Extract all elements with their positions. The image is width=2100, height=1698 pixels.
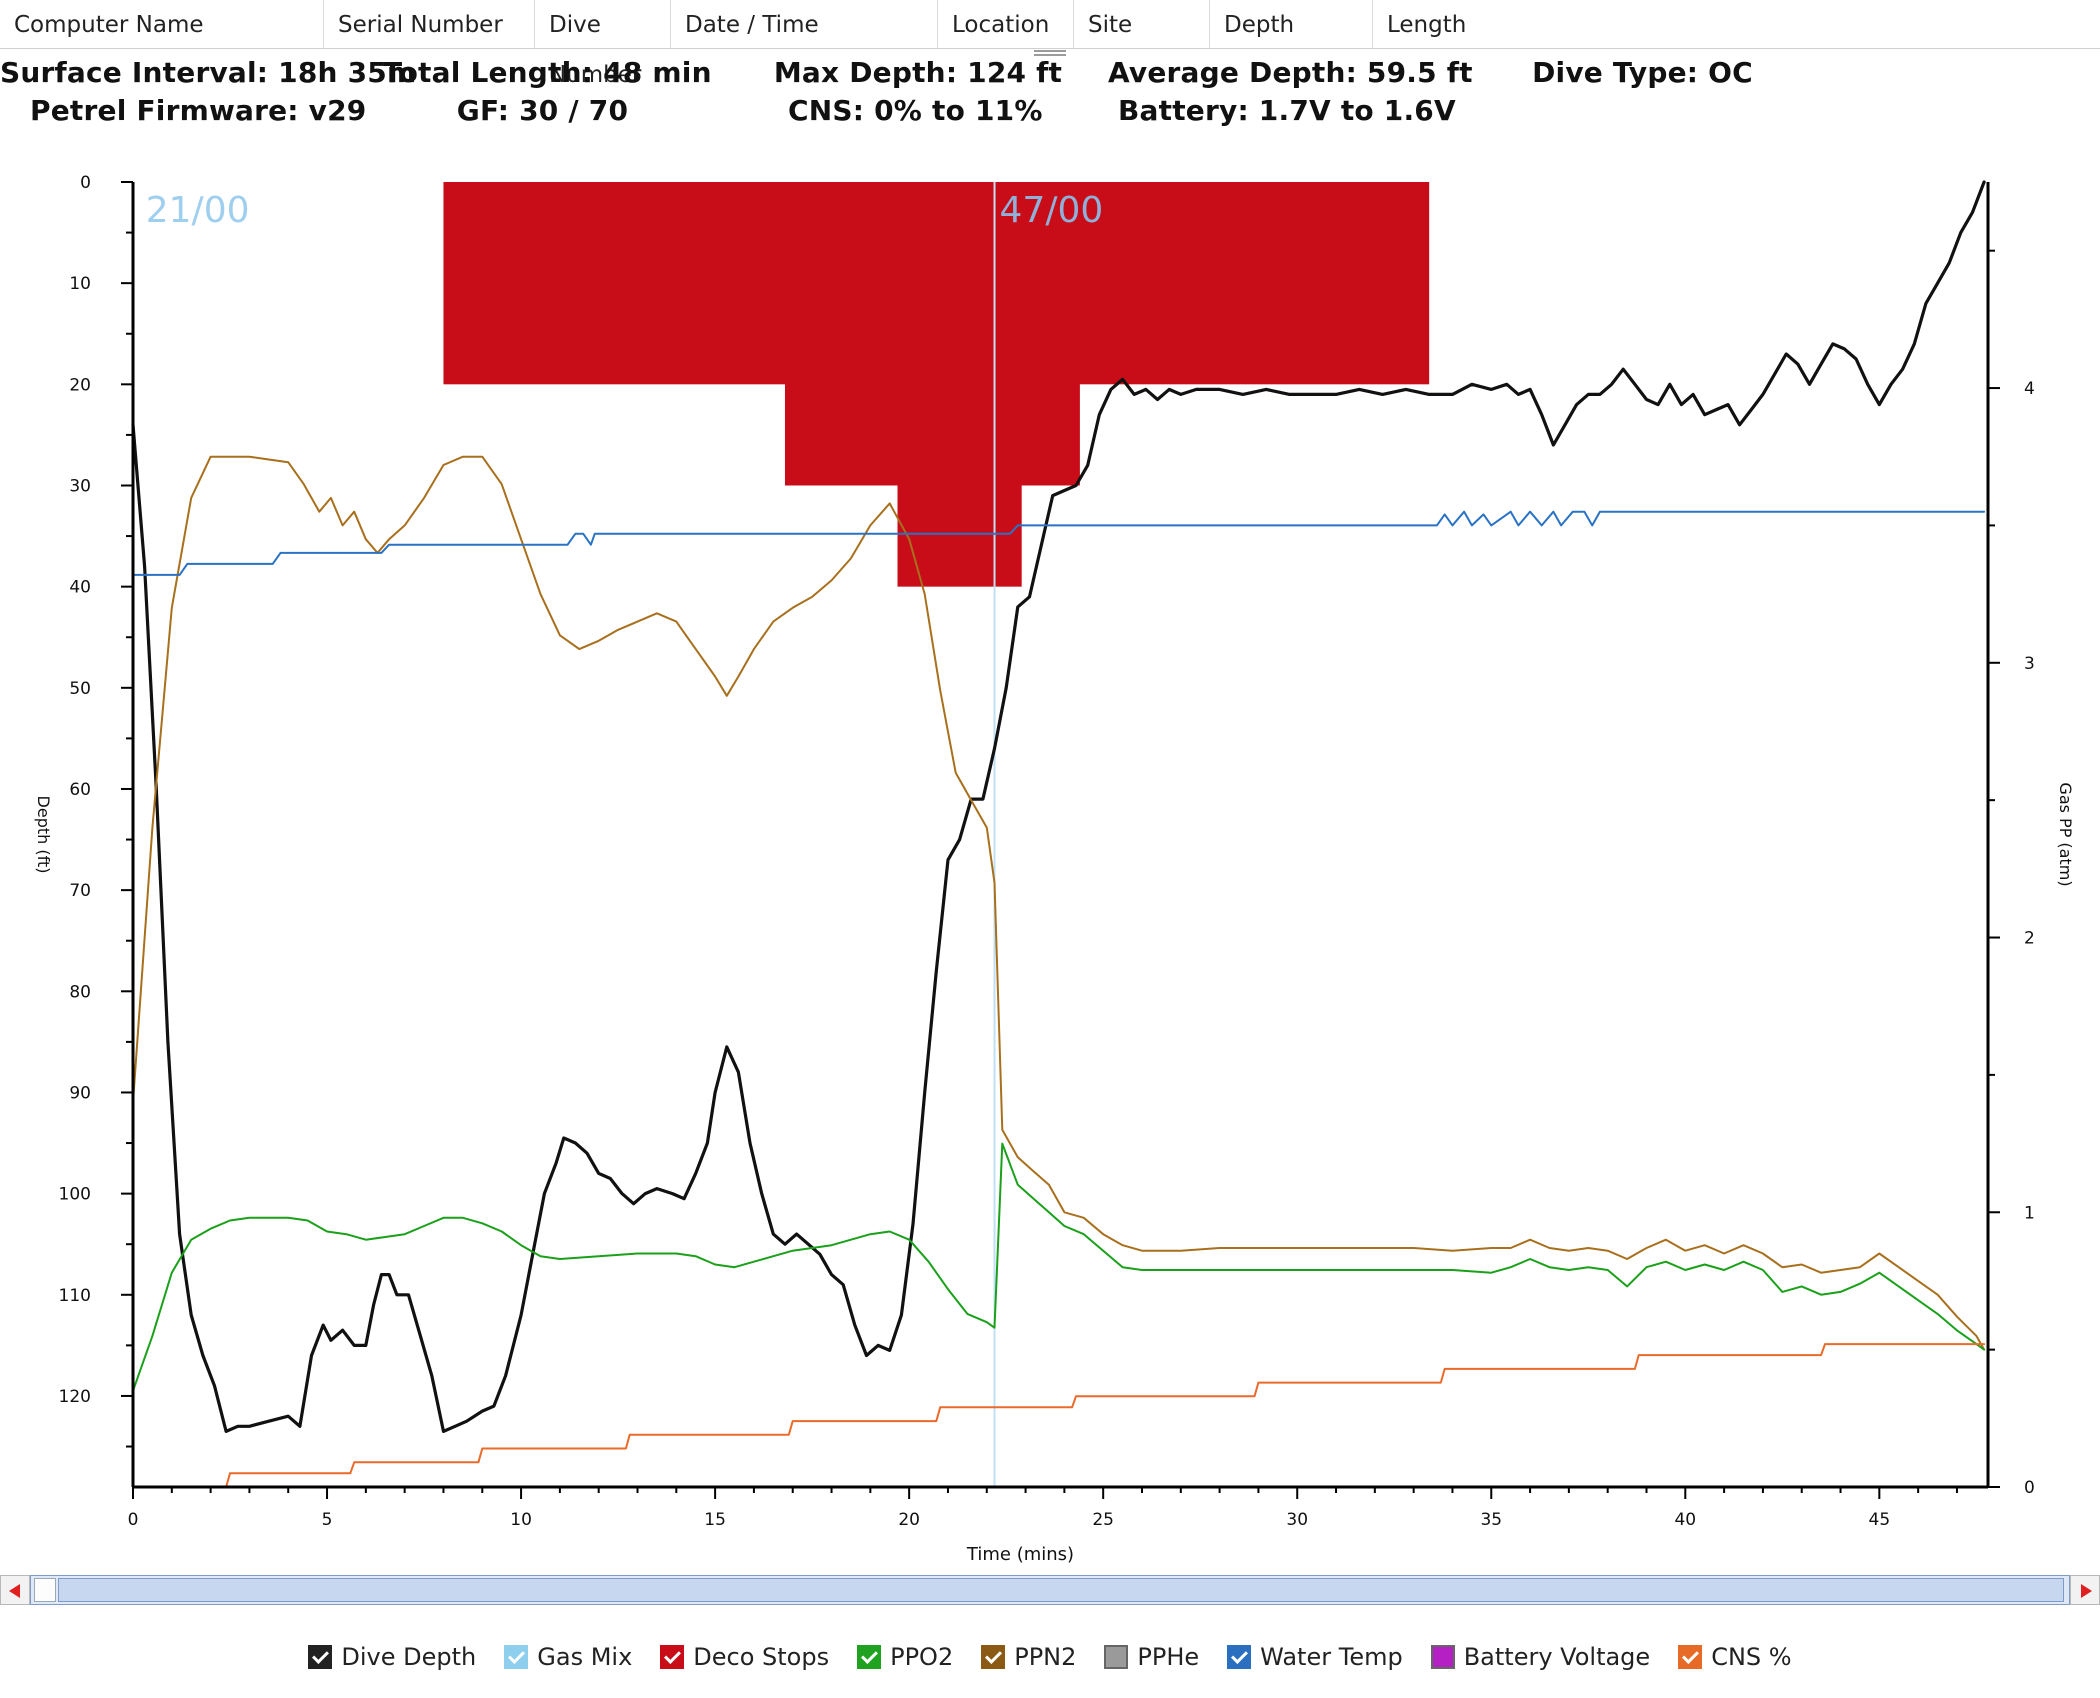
legend-label: Dive Depth bbox=[341, 1643, 477, 1671]
series-ppn2 bbox=[132, 455, 1986, 1351]
labels-layer: Time (mins)Depth (ft) Gas PP (atm)21/00 47… bbox=[34, 190, 2075, 1565]
cns-range: CNS: 0% to 11% bbox=[788, 94, 1043, 127]
depth-tick-label: 100 bbox=[59, 1185, 91, 1205]
deco-stops-layer bbox=[443, 182, 1430, 587]
depth-tick-label: 50 bbox=[69, 679, 91, 699]
scroll-right-arrow-icon[interactable] bbox=[2070, 1575, 2100, 1605]
legend-label: PPN2 bbox=[1014, 1643, 1077, 1671]
series-dive-depth bbox=[131, 180, 1986, 1434]
legend-item-ppn2[interactable]: PPN2 bbox=[981, 1643, 1076, 1671]
legend-label: CNS % bbox=[1711, 1643, 1792, 1671]
legend-label: PPHe bbox=[1137, 1643, 1200, 1671]
gaspp-tick-label: 3 bbox=[2024, 654, 2035, 674]
resize-grip-icon[interactable] bbox=[1034, 48, 1066, 60]
time-tick-label: 25 bbox=[1092, 1510, 1114, 1530]
time-tick-label: 5 bbox=[322, 1510, 333, 1530]
gaspp-tick-label: 1 bbox=[2024, 1203, 2035, 1223]
legend-item-ppo2[interactable]: PPO2 bbox=[857, 1643, 953, 1671]
scroll-thumb[interactable] bbox=[34, 1578, 56, 1602]
legend-item-cns[interactable]: CNS % bbox=[1678, 1643, 1792, 1671]
series-legend: Dive Depth Gas Mix Deco Stops PPO2 PPN2 PPHe W… bbox=[0, 1640, 2100, 1674]
legend-checkbox-icon[interactable] bbox=[504, 1645, 529, 1669]
column-length[interactable]: Length bbox=[1387, 12, 1467, 38]
legend-label: Water Temp bbox=[1260, 1643, 1403, 1671]
time-tick-label: 35 bbox=[1480, 1510, 1502, 1530]
legend-checkbox-icon[interactable] bbox=[1104, 1645, 1129, 1669]
time-tick-label: 45 bbox=[1869, 1510, 1891, 1530]
depth-tick-label: 30 bbox=[69, 476, 91, 496]
gaspp-tick-label: 2 bbox=[2024, 929, 2035, 949]
legend-checkbox-icon[interactable] bbox=[1678, 1645, 1703, 1669]
legend-checkbox-icon[interactable] bbox=[660, 1645, 685, 1669]
depth-tick-label: 40 bbox=[69, 578, 91, 598]
series-cns bbox=[225, 1343, 1986, 1488]
legend-checkbox-icon[interactable] bbox=[1430, 1645, 1455, 1669]
column-header-bar: Computer Name Serial Number Dive Number … bbox=[0, 0, 2100, 88]
time-tick-label: 40 bbox=[1674, 1510, 1696, 1530]
surface-interval: Surface Interval: 18h 35m bbox=[0, 56, 417, 89]
depth-tick-label: 120 bbox=[59, 1387, 91, 1407]
column-site[interactable]: Site bbox=[1074, 0, 1210, 48]
series-layer bbox=[131, 180, 1986, 1488]
dive-type: Dive Type: OC bbox=[1532, 56, 1753, 89]
scroll-left-arrow-icon[interactable] bbox=[0, 1575, 30, 1605]
column-date-time[interactable]: Date / Time bbox=[671, 0, 938, 48]
time-tick-label: 10 bbox=[510, 1510, 532, 1530]
legend-checkbox-icon[interactable] bbox=[308, 1645, 333, 1669]
deco-stop-2 bbox=[897, 182, 1022, 587]
depth-tick-label: 110 bbox=[59, 1286, 91, 1306]
column-computer-name[interactable]: Computer Name bbox=[0, 0, 324, 48]
depth-tick-label: 20 bbox=[69, 375, 91, 395]
legend-item-battery-voltage[interactable]: Battery Voltage bbox=[1430, 1643, 1651, 1671]
depth-tick-label: 80 bbox=[69, 982, 91, 1002]
scroll-range[interactable] bbox=[58, 1578, 2064, 1602]
depth-tick-label: 60 bbox=[69, 780, 91, 800]
gradient-factors: GF: 30 / 70 bbox=[456, 94, 629, 127]
depth-tick-label: 10 bbox=[69, 274, 91, 294]
legend-label: Battery Voltage bbox=[1463, 1643, 1651, 1671]
gaspp-tick-label: 0 bbox=[2024, 1478, 2035, 1498]
battery-range: Battery: 1.7V to 1.6V bbox=[1118, 94, 1456, 127]
column-depth[interactable]: Depth bbox=[1210, 0, 1373, 48]
legend-item-deco-stops[interactable]: Deco Stops bbox=[660, 1643, 829, 1671]
right-axis-title: Gas PP (atm) bbox=[2056, 782, 2075, 886]
petrel-firmware: Petrel Firmware: v29 bbox=[30, 94, 367, 127]
column-location[interactable]: Location bbox=[938, 0, 1074, 48]
legend-item-pphe[interactable]: PPHe bbox=[1104, 1643, 1199, 1671]
max-depth: Max Depth: 124 ft bbox=[773, 56, 1063, 89]
column-dive-number[interactable]: Dive Number bbox=[535, 0, 671, 88]
time-tick-label: 0 bbox=[128, 1510, 139, 1530]
legend-checkbox-icon[interactable] bbox=[981, 1645, 1006, 1669]
time-tick-label: 30 bbox=[1286, 1510, 1308, 1530]
depth-tick-label: 70 bbox=[69, 881, 91, 901]
column-serial-number[interactable]: Serial Number bbox=[324, 0, 535, 48]
legend-label: PPO2 bbox=[890, 1643, 954, 1671]
legend-item-dive-depth[interactable]: Dive Depth bbox=[308, 1643, 476, 1671]
legend-label: Gas Mix bbox=[537, 1643, 633, 1671]
time-tick-label: 15 bbox=[704, 1510, 726, 1530]
legend-label: Deco Stops bbox=[693, 1643, 830, 1671]
x-axis-title: Time (mins) bbox=[966, 1544, 1074, 1565]
series-ppo2 bbox=[132, 1142, 1986, 1392]
total-length: Total Length: 48 min bbox=[383, 56, 712, 89]
legend-item-gas-mix[interactable]: Gas Mix bbox=[504, 1643, 632, 1671]
time-tick-label: 20 bbox=[898, 1510, 920, 1530]
gas-mix-label-1: 47/00 bbox=[1000, 190, 1104, 231]
legend-checkbox-icon[interactable] bbox=[857, 1645, 882, 1669]
gaspp-tick-label: 4 bbox=[2024, 379, 2035, 399]
gas-mix-label-0: 21/00 bbox=[146, 190, 250, 231]
depth-tick-label: 0 bbox=[80, 173, 91, 193]
legend-item-water-temp[interactable]: Water Temp bbox=[1227, 1643, 1403, 1671]
average-depth: Average Depth: 59.5 ft bbox=[1108, 56, 1473, 89]
time-scrollbar[interactable] bbox=[0, 1575, 2100, 1605]
left-axis-title: Depth (ft) bbox=[34, 796, 53, 874]
legend-checkbox-icon[interactable] bbox=[1227, 1645, 1252, 1669]
depth-tick-label: 90 bbox=[69, 1083, 91, 1103]
series-water-temp bbox=[132, 510, 1986, 576]
